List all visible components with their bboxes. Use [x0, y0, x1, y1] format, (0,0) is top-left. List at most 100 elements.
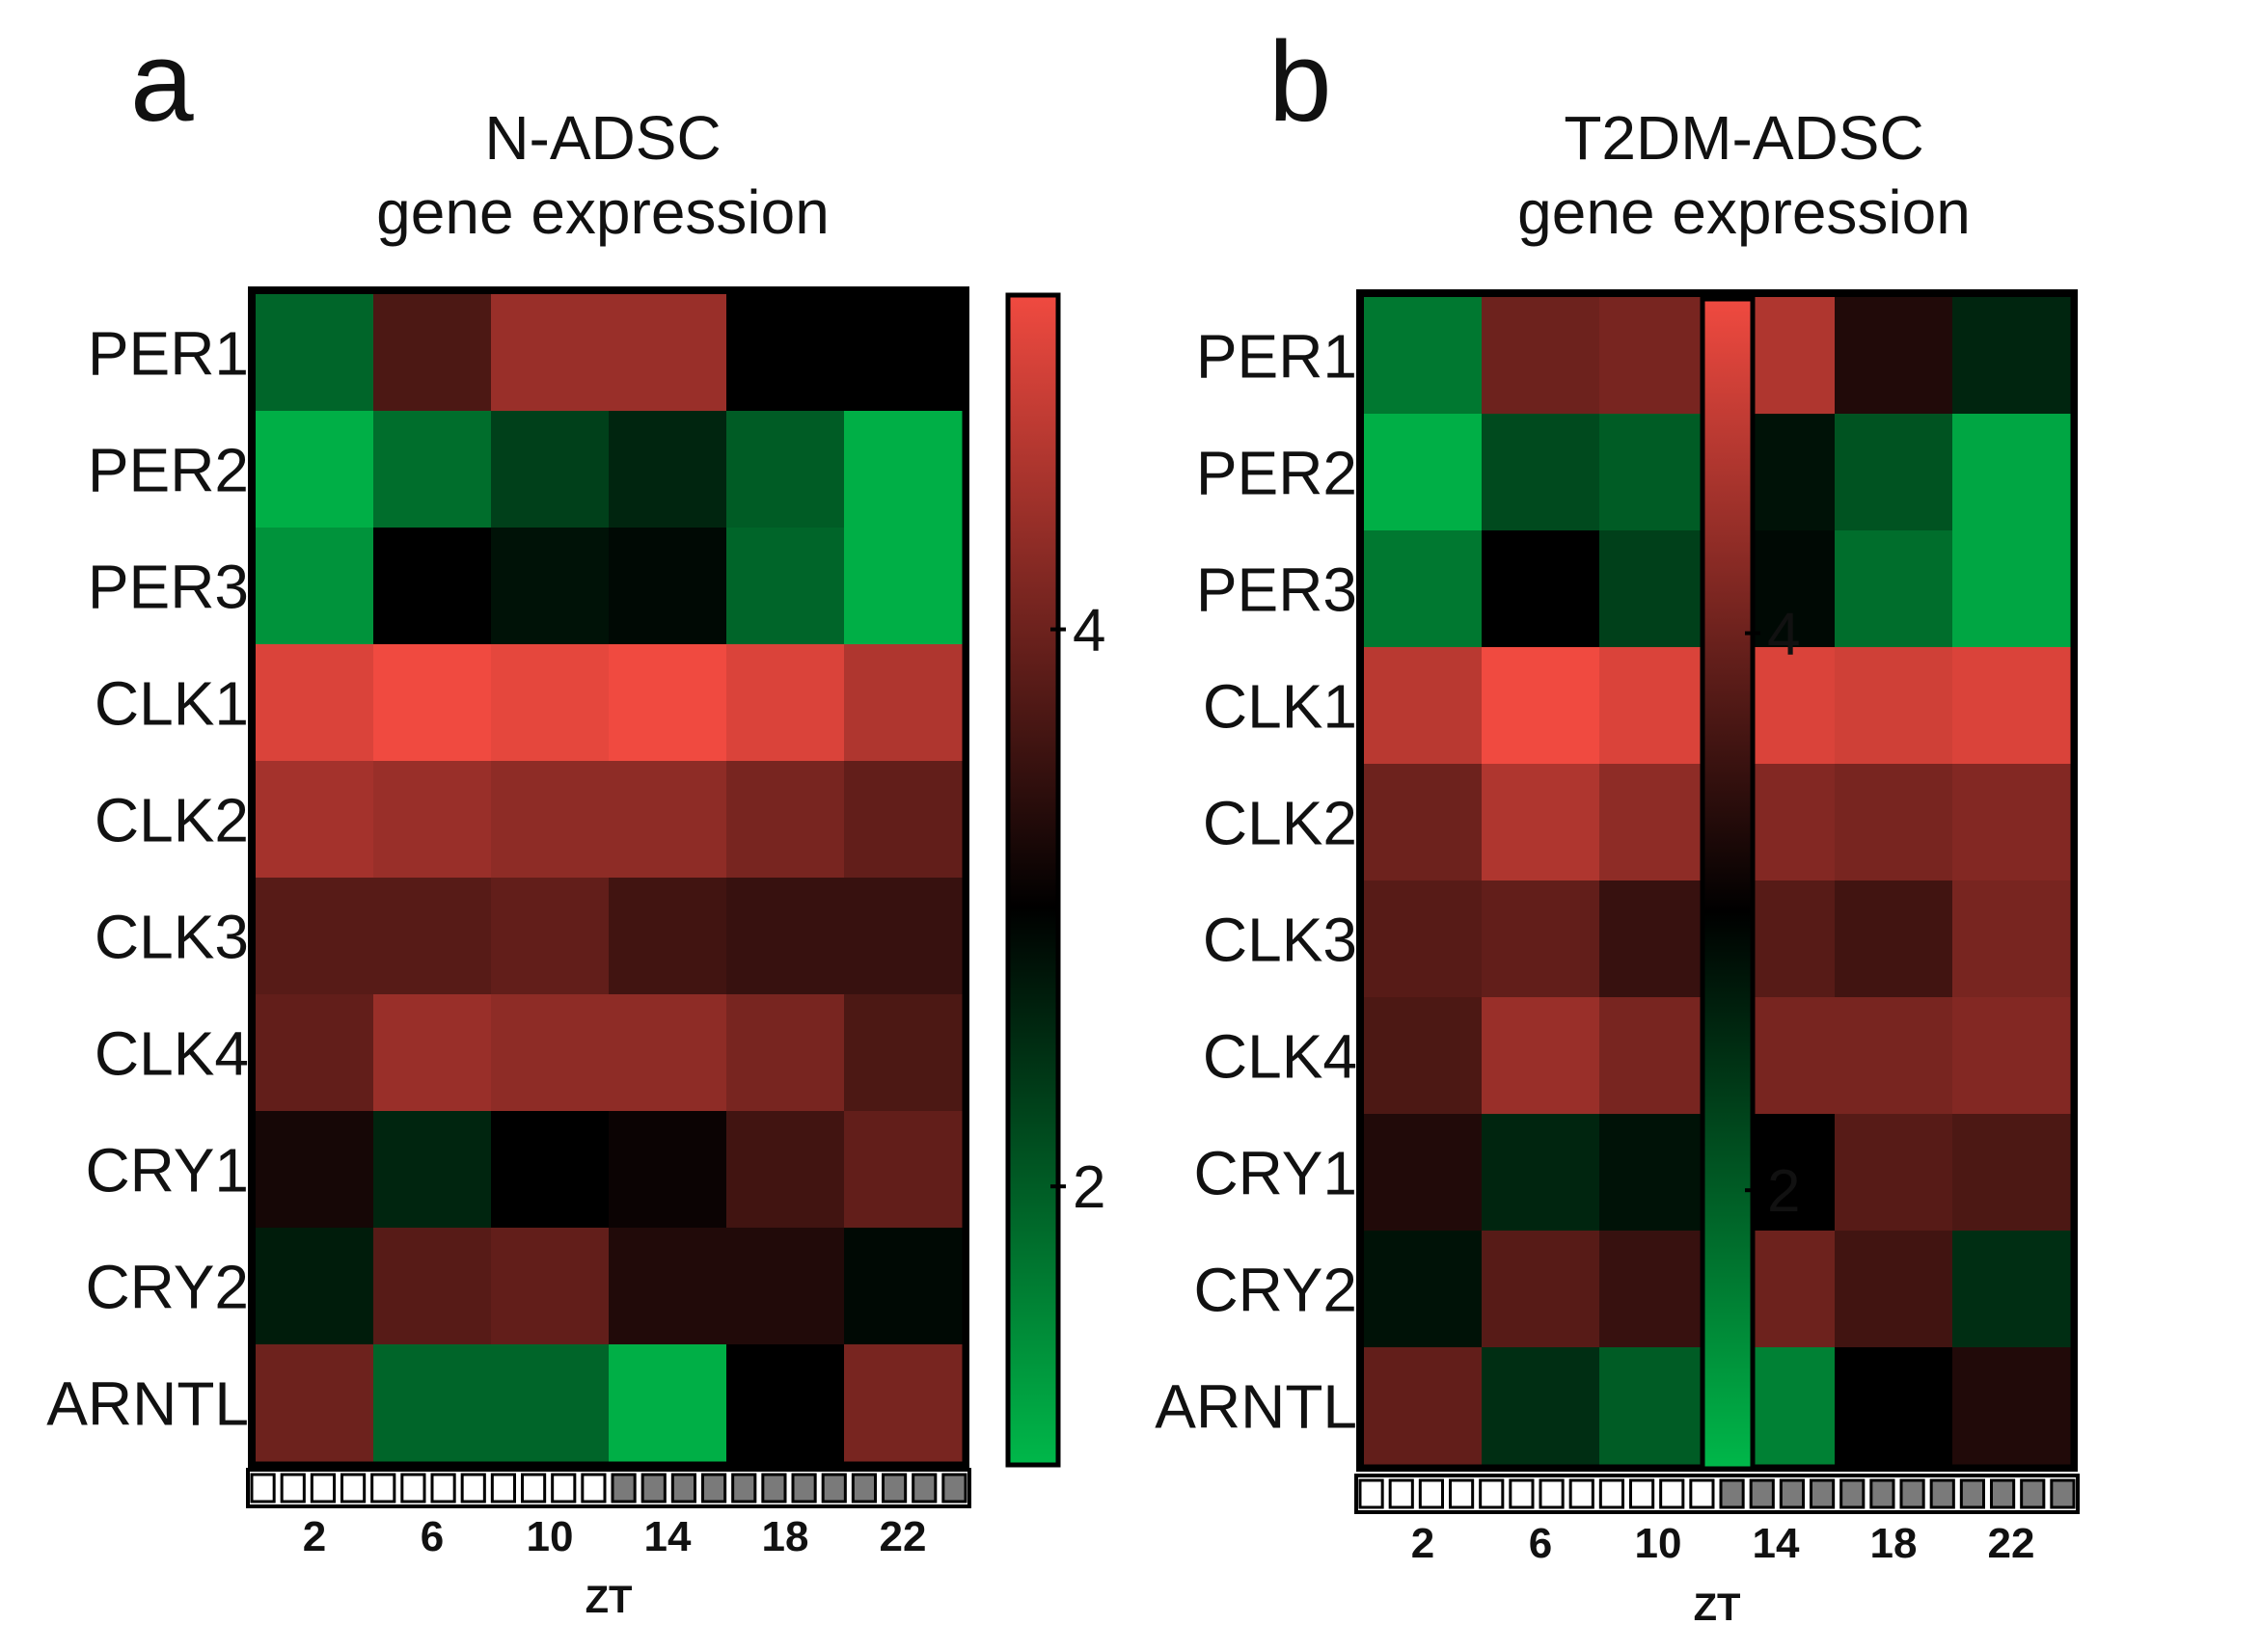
heatmap-cell-clk3-zt10 [491, 878, 610, 995]
heatmap-cell-clk1-zt18 [1835, 647, 1953, 765]
row-label-clk2: CLK2 [1203, 789, 1357, 858]
time-bar-segment-light [1659, 1478, 1685, 1509]
time-bar-segment-dark [1839, 1478, 1866, 1509]
heatmap-cell-per2-zt6 [1482, 414, 1600, 531]
time-bar-segment-light [1358, 1478, 1384, 1509]
time-bar-segment-dark [1959, 1478, 1986, 1509]
time-bar-segment-light [460, 1473, 486, 1503]
chart-subtitle: gene expression [1517, 177, 1971, 247]
row-label-clk3: CLK3 [1203, 906, 1357, 975]
time-bar-segment-dark [701, 1473, 727, 1503]
time-bar-segment-light [1388, 1478, 1414, 1509]
heatmap-cell-arntl-zt22 [844, 1344, 963, 1462]
heatmap-cell-clk3-zt22 [1952, 880, 2071, 998]
time-bar-segment-dark [1749, 1478, 1775, 1509]
heatmap-cell-cry1-zt10 [491, 1111, 610, 1229]
heatmap-cell-per2-zt22 [1952, 414, 2071, 531]
heatmap-cell-per3-zt10 [491, 528, 610, 645]
heatmap-cell-clk2-zt2 [256, 761, 374, 879]
heatmap-cell-cry1-zt2 [1364, 1114, 1483, 1232]
heatmap-cell-cry2-zt10 [491, 1228, 610, 1345]
time-bar-segment-light [1418, 1478, 1445, 1509]
time-bar-segment-dark [1929, 1478, 1955, 1509]
heatmap-cell-per3-zt18 [726, 528, 845, 645]
time-bar-segment-dark [791, 1473, 817, 1503]
heatmap-cell-clk2-zt22 [844, 761, 963, 879]
time-bar-segment-light [581, 1473, 607, 1503]
colorbar-tick-label: 2 [1767, 1158, 1800, 1225]
heatmap-cell-per1-zt14 [609, 294, 727, 412]
row-label-cry2: CRY2 [85, 1253, 249, 1322]
heatmap-cell-clk4-zt18 [1835, 997, 1953, 1115]
x-tick-label: 18 [762, 1513, 809, 1560]
time-bar-segment-dark [640, 1473, 667, 1503]
time-bar-segment-light [430, 1473, 456, 1503]
chart-title: N-ADSC [484, 103, 721, 173]
heatmap-cell-cry2-zt6 [1482, 1231, 1600, 1348]
heatmap-cell-per1-zt22 [1952, 297, 2071, 415]
time-bar-segment-dark [2050, 1478, 2076, 1509]
panel-letter: a [130, 18, 194, 146]
time-bar-segment-dark [761, 1473, 787, 1503]
heatmap-cell-clk4-zt22 [1952, 997, 2071, 1115]
row-label-per3: PER3 [1196, 555, 1357, 625]
x-tick-label: 10 [527, 1513, 574, 1560]
time-bar-segment-dark [1779, 1478, 1806, 1509]
heatmap-cell-per2-zt18 [726, 411, 845, 528]
row-label-clk4: CLK4 [1203, 1022, 1357, 1092]
x-tick-label: 22 [1988, 1520, 2035, 1567]
chart-title: T2DM-ADSC [1564, 103, 1923, 173]
heatmap-cell-clk1-zt2 [1364, 647, 1483, 765]
heatmap-cell-per1-zt22 [844, 294, 963, 412]
row-label-per3: PER3 [88, 553, 249, 622]
heatmap-cell-per2-zt10 [491, 411, 610, 528]
heatmap-cell-clk1-zt14 [609, 644, 727, 762]
time-bar-segment-light [521, 1473, 547, 1503]
time-bar-segment-light [1479, 1478, 1505, 1509]
time-bar-segment-dark [1810, 1478, 1836, 1509]
heatmap-cell-clk1-zt22 [844, 644, 963, 762]
heatmap-cell-clk2-zt6 [373, 761, 492, 879]
colorbar-tick-label: 2 [1073, 1154, 1105, 1221]
x-tick-label: 2 [303, 1513, 326, 1560]
time-bar-segment-dark [912, 1473, 938, 1503]
heatmap-cell-clk1-zt6 [373, 644, 492, 762]
heatmap-cell-cry1-zt10 [1599, 1114, 1718, 1232]
time-bar-segment-light [1509, 1478, 1535, 1509]
time-bar-segment-dark [1869, 1478, 1895, 1509]
heatmap-cell-cry2-zt2 [1364, 1231, 1483, 1348]
time-bar-segment-dark [941, 1473, 967, 1503]
heatmap-cell-clk1-zt10 [491, 644, 610, 762]
x-tick-label: 22 [880, 1513, 927, 1560]
row-label-clk4: CLK4 [95, 1019, 249, 1089]
heatmap-cell-per2-zt6 [373, 411, 492, 528]
heatmap-cell-clk4-zt22 [844, 994, 963, 1112]
heatmap-cell-per3-zt22 [844, 528, 963, 645]
time-bar-segment-light [310, 1473, 337, 1503]
heatmap-cell-clk4-zt6 [373, 994, 492, 1112]
heatmap-cell-clk3-zt10 [1599, 880, 1718, 998]
heatmap-cell-clk2-zt18 [1835, 764, 1953, 881]
heatmap-cell-clk4-zt10 [491, 994, 610, 1112]
heatmap-cell-arntl-zt2 [1364, 1347, 1483, 1465]
heatmap-cell-cry1-zt2 [256, 1111, 374, 1229]
time-bar-segment-dark [731, 1473, 757, 1503]
heatmap-cell-per3-zt6 [373, 528, 492, 645]
time-bar-segment-light [370, 1473, 396, 1503]
heatmap-cell-cry2-zt18 [726, 1228, 845, 1345]
heatmap-cell-per3-zt10 [1599, 530, 1718, 648]
colorbar [1700, 296, 1756, 1472]
heatmap-cell-clk1-zt10 [1599, 647, 1718, 765]
heatmap-cell-arntl-zt10 [1599, 1347, 1718, 1465]
heatmap-cell-clk2-zt10 [491, 761, 610, 879]
row-label-per2: PER2 [88, 436, 249, 505]
time-bar-segment-dark [882, 1473, 908, 1503]
time-bar-segment-dark [1990, 1478, 2016, 1509]
row-label-cry1: CRY1 [85, 1136, 249, 1205]
heatmap-cell-clk3-zt6 [1482, 880, 1600, 998]
heatmap-cell-clk3-zt18 [726, 878, 845, 995]
heatmap-cell-clk2-zt10 [1599, 764, 1718, 881]
x-tick-label: 6 [421, 1513, 444, 1560]
row-label-per1: PER1 [1196, 322, 1357, 392]
